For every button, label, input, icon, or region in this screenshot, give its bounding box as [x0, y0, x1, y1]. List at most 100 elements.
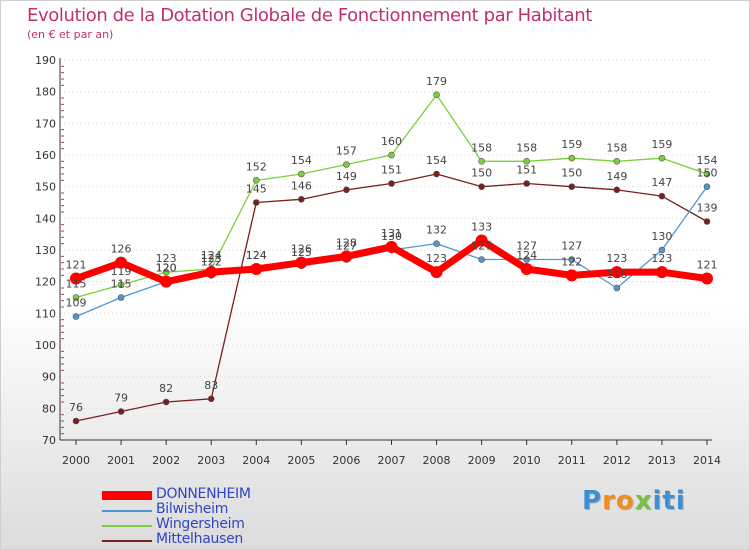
data-label-donnenheim: 126	[291, 243, 312, 256]
data-label-donnenheim: 122	[561, 255, 582, 268]
data-label-mittelhausen: 150	[561, 167, 582, 180]
data-label-wingersheim: 124	[201, 249, 222, 262]
data-point-wingersheim	[433, 91, 440, 99]
data-label-donnenheim: 123	[201, 252, 222, 265]
logo-letter: i	[652, 486, 663, 516]
y-tick-label: 130	[35, 244, 56, 257]
y-tick-label: 160	[35, 149, 56, 162]
chart-subtitle: (en € et par an)	[27, 28, 114, 41]
data-label-mittelhausen: 83	[204, 379, 218, 392]
legend-label: Wingersheim	[156, 516, 245, 532]
data-point-donnenheim	[700, 272, 713, 285]
data-point-wingersheim	[568, 154, 576, 162]
data-point-bilwisheim	[117, 294, 125, 301]
y-tick-label: 190	[35, 54, 56, 67]
data-point-mittelhausen	[343, 186, 350, 194]
data-label-wingersheim: 159	[561, 138, 582, 151]
data-point-wingersheim	[252, 177, 260, 184]
x-tick-label: 2012	[603, 454, 631, 467]
data-label-mittelhausen: 79	[114, 392, 128, 405]
x-tick-label: 2005	[287, 454, 315, 467]
data-point-wingersheim	[613, 158, 621, 165]
data-label-bilwisheim: 118	[606, 268, 627, 281]
y-tick-label: 100	[35, 339, 56, 352]
data-point-donnenheim	[610, 266, 623, 279]
data-point-bilwisheim	[568, 256, 576, 263]
data-point-wingersheim	[388, 151, 395, 159]
data-point-mittelhausen	[523, 180, 531, 187]
data-label-donnenheim: 121	[696, 259, 717, 272]
data-label-mittelhausen: 139	[696, 202, 717, 215]
data-point-bilwisheim	[613, 284, 621, 292]
data-label-bilwisheim: 120	[156, 262, 177, 275]
data-point-wingersheim	[658, 154, 666, 162]
data-point-mittelhausen	[162, 398, 170, 406]
x-tick-label: 2008	[423, 454, 451, 467]
data-point-mittelhausen	[388, 180, 395, 187]
data-point-donnenheim	[475, 234, 488, 247]
data-point-mittelhausen	[568, 183, 576, 190]
data-point-bilwisheim	[658, 246, 666, 254]
data-label-wingersheim: 159	[651, 138, 672, 151]
x-tick-label: 2003	[197, 454, 225, 467]
x-tick-label: 2011	[558, 454, 586, 467]
data-point-mittelhausen	[658, 192, 666, 200]
data-label-wingersheim: 157	[336, 145, 357, 158]
x-tick-label: 2006	[332, 454, 360, 467]
data-point-donnenheim	[160, 275, 173, 288]
series	[70, 91, 713, 425]
data-label-mittelhausen: 154	[426, 154, 447, 167]
chart-title: Evolution de la Dotation Globale de Fonc…	[27, 5, 592, 26]
data-point-donnenheim	[295, 256, 308, 269]
x-tick-label: 2007	[377, 454, 405, 467]
data-point-donnenheim	[430, 266, 443, 279]
data-label-bilwisheim: 109	[66, 297, 87, 310]
data-point-donnenheim	[115, 256, 128, 269]
data-label-mittelhausen: 82	[159, 382, 173, 395]
data-point-wingersheim	[343, 161, 350, 168]
data-label-wingersheim: 115	[66, 278, 87, 291]
y-tick-label: 70	[42, 434, 56, 447]
data-label-bilwisheim: 132	[426, 224, 447, 237]
data-label-donnenheim: 123	[651, 252, 672, 265]
data-label-bilwisheim: 115	[111, 278, 132, 291]
data-label-wingersheim: 154	[696, 154, 717, 167]
data-label-wingersheim: 179	[426, 75, 447, 88]
data-point-wingersheim	[117, 281, 125, 289]
y-tick-label: 150	[35, 181, 56, 194]
y-tick-label: 170	[35, 117, 56, 130]
data-point-bilwisheim	[703, 183, 711, 190]
data-point-mittelhausen	[298, 196, 305, 203]
data-point-wingersheim	[298, 170, 305, 178]
logo-letter: P	[582, 486, 603, 516]
data-label-bilwisheim: 127	[471, 240, 492, 253]
data-label-mittelhausen: 146	[291, 179, 312, 192]
data-label-mittelhausen: 151	[516, 164, 537, 177]
y-tick-label: 80	[42, 402, 56, 415]
y-tick-label: 140	[35, 212, 56, 225]
x-tick-label: 2002	[152, 454, 180, 467]
data-point-donnenheim	[385, 240, 398, 253]
x-tick-label: 2009	[468, 454, 496, 467]
data-label-donnenheim: 121	[66, 259, 87, 272]
data-point-donnenheim	[250, 263, 263, 275]
x-tick-label: 2001	[107, 454, 135, 467]
data-label-mittelhausen: 149	[336, 170, 357, 183]
data-point-donnenheim	[340, 250, 353, 263]
data-point-mittelhausen	[478, 183, 485, 190]
data-label-wingersheim: 152	[246, 160, 267, 173]
logo-letter: x	[634, 486, 653, 516]
y-tick-label: 120	[35, 276, 56, 289]
legend-swatch	[102, 525, 152, 527]
data-point-donnenheim	[205, 266, 218, 279]
data-point-mittelhausen	[207, 395, 215, 403]
data-label-wingersheim: 119	[111, 265, 132, 278]
data-label-wingersheim: 158	[516, 141, 537, 154]
data-label-bilwisheim: 150	[696, 167, 717, 180]
data-label-wingersheim: 123	[156, 252, 177, 265]
data-point-wingersheim	[703, 170, 711, 178]
data-label-mittelhausen: 145	[246, 183, 267, 196]
data-label-mittelhausen: 151	[381, 164, 402, 177]
data-point-wingersheim	[162, 268, 170, 276]
axes: 70 80 90 100 110 120 130 140 150 160 170 180 190 2000…	[35, 54, 721, 467]
